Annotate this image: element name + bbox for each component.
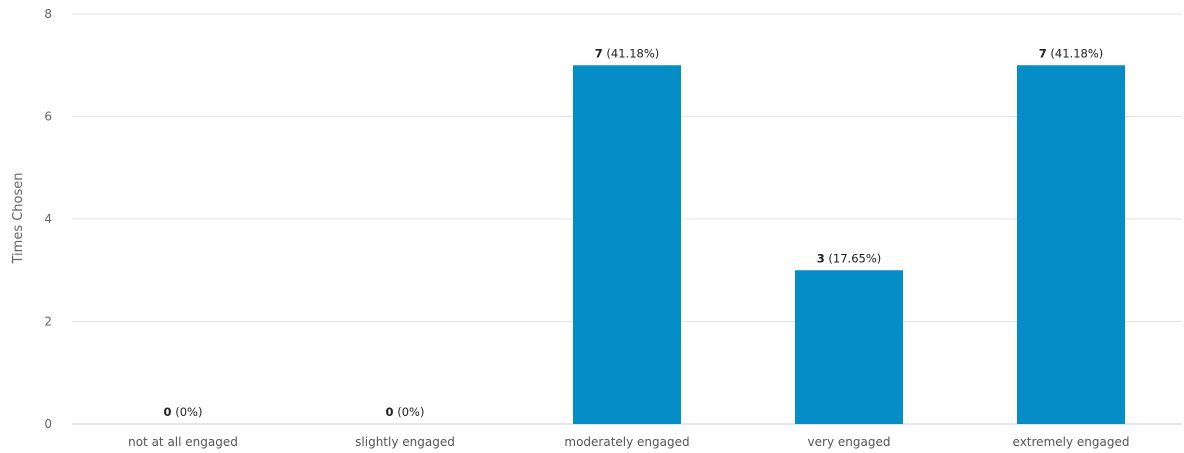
x-tick-label: very engaged: [808, 435, 891, 449]
data-label: 3 (17.65%): [817, 251, 882, 265]
y-tick-label: 2: [44, 315, 52, 329]
label-layer: 0 (0%) not at all engaged 0 (0%) slightly e…: [128, 46, 1129, 449]
data-label-percent: (0%): [172, 405, 203, 419]
data-label: 7 (41.18%): [1039, 46, 1104, 60]
bar-layer: [573, 65, 1125, 424]
x-tick-label: extremely engaged: [1013, 435, 1130, 449]
y-tick-label: 0: [44, 417, 52, 431]
bar[interactable]: [1017, 65, 1125, 424]
data-label-percent: (17.65%): [825, 251, 881, 265]
data-label-percent: (41.18%): [1047, 46, 1103, 60]
data-label-count: 7: [1039, 46, 1047, 60]
y-tick-label: 8: [44, 7, 52, 21]
bar[interactable]: [573, 65, 681, 424]
y-tick-label: 6: [44, 110, 52, 124]
data-label-count: 7: [595, 46, 603, 60]
data-label-count: 0: [386, 405, 394, 419]
y-tick-label: 4: [44, 212, 52, 226]
bar[interactable]: [795, 270, 903, 424]
data-label: 0 (0%): [164, 405, 203, 419]
y-axis-label: Times Chosen: [11, 173, 26, 265]
data-label: 0 (0%): [386, 405, 425, 419]
x-tick-label: moderately engaged: [564, 435, 689, 449]
x-tick-label: slightly engaged: [355, 435, 455, 449]
data-label-count: 3: [817, 251, 825, 265]
data-label-percent: (0%): [394, 405, 425, 419]
x-tick-label: not at all engaged: [128, 435, 238, 449]
data-label-count: 0: [164, 405, 172, 419]
data-label-percent: (41.18%): [603, 46, 659, 60]
data-label: 7 (41.18%): [595, 46, 660, 60]
